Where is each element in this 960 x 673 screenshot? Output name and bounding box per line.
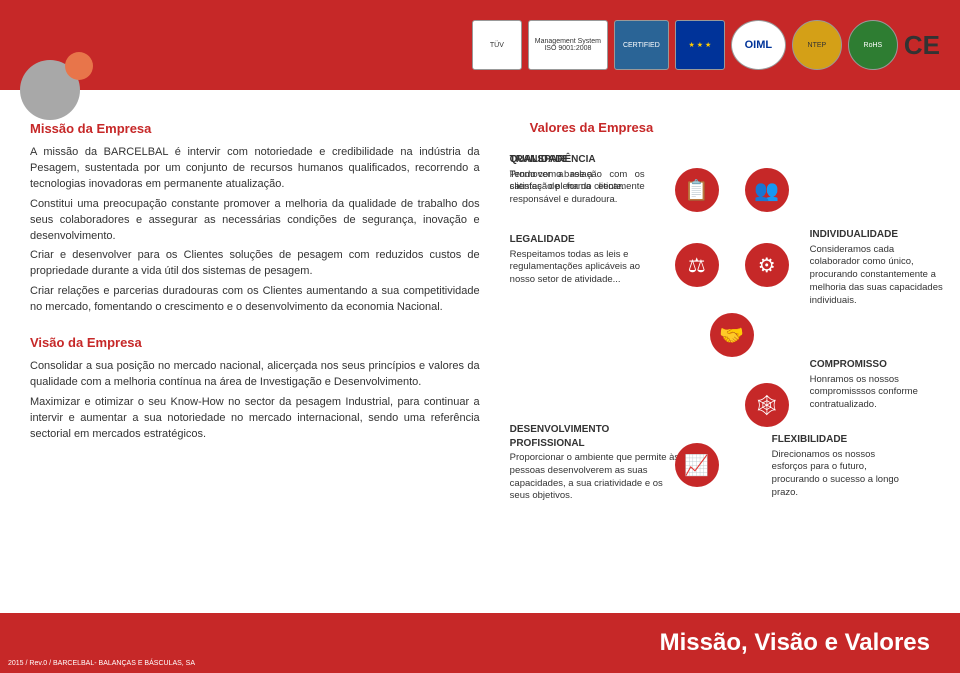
value-text: Honramos os nossos compromisssos conform…	[810, 374, 945, 412]
visao-section: Visão da Empresa Consolidar a sua posiçã…	[30, 334, 480, 443]
icon-cluster: 📋 👥 ⚖ ⚙ 🤝 🕸 📈	[665, 158, 805, 518]
document-icon: 📋	[675, 168, 719, 212]
value-compromisso: COMPROMISSO Honramos os nossos compromis…	[810, 358, 945, 412]
missao-p3: Criar e desenvolver para os Clientes sol…	[30, 248, 480, 280]
logo-circle-orange	[65, 52, 93, 80]
badge-rohs: RoHS	[848, 20, 898, 70]
badge-tuv: TÜV	[472, 20, 522, 70]
visao-title: Visão da Empresa	[30, 334, 480, 353]
missao-p4: Criar relações e parcerias duradouras co…	[30, 284, 480, 316]
badge-oiml: OIML	[731, 20, 786, 70]
visao-p1: Consolidar a sua posição no mercado naci…	[30, 359, 480, 391]
footer-bar: Missão, Visão e Valores 2015 / Rev.0 / B…	[0, 613, 960, 673]
scales-icon: ⚖	[675, 243, 719, 287]
missao-p2: Constitui uma preocupação constante prom…	[30, 197, 480, 245]
value-transparencia: TRANSPARÊNCIA Promover a relação com os …	[510, 153, 645, 207]
value-legalidade: LEGALIDADE Respeitamos todas as leis e r…	[510, 233, 660, 287]
footer-title: Missão, Visão e Valores	[660, 629, 930, 657]
badge-iso: Management System ISO 9001:2008	[528, 20, 608, 70]
value-title: COMPROMISSO	[810, 358, 945, 372]
value-text: Respeitamos todas as leis e regulamentaç…	[510, 249, 660, 287]
handshake-icon: 🤝	[710, 313, 754, 357]
left-column: Missão da Empresa A missão da BARCELBAL …	[30, 120, 480, 533]
people-icon: 👥	[745, 168, 789, 212]
value-title: DESENVOLVIMENTO PROFISSIONAL	[510, 423, 680, 450]
value-text: Consideramos cada colaborador como único…	[810, 244, 945, 308]
missao-p1: A missão da BARCELBAL é intervir com not…	[30, 145, 480, 193]
badge-ntep: NTEP	[792, 20, 842, 70]
main-content: Missão da Empresa A missão da BARCELBAL …	[0, 90, 960, 533]
value-text: Promover a relação com os clientes de fo…	[510, 169, 645, 207]
values-grid: QUALIDADE Tendo como base a satisfação p…	[510, 153, 930, 533]
valores-title: Valores da Empresa	[510, 120, 930, 135]
value-title: TRANSPARÊNCIA	[510, 153, 645, 167]
value-desenvolvimento: DESENVOLVIMENTO PROFISSIONAL Proporciona…	[510, 423, 680, 503]
value-title: LEGALIDADE	[510, 233, 660, 247]
missao-title: Missão da Empresa	[30, 120, 480, 139]
network-icon: 🕸	[745, 383, 789, 427]
value-text: Proporcionar o ambiente que permite às p…	[510, 452, 680, 503]
visao-p2: Maximizar e otimizar o seu Know-How no s…	[30, 395, 480, 443]
header-bar: TÜV Management System ISO 9001:2008 CERT…	[0, 0, 960, 90]
badge-eu: ★ ★ ★	[675, 20, 725, 70]
footer-note: 2015 / Rev.0 / BARCELBAL- BALANÇAS E BÁS…	[8, 660, 195, 667]
value-title: INDIVIDUALIDADE	[810, 228, 945, 242]
value-individualidade: INDIVIDUALIDADE Consideramos cada colabo…	[810, 228, 945, 308]
badge-ce: CE	[904, 30, 940, 61]
badge-certified: CERTIFIED	[614, 20, 669, 70]
chart-icon: 📈	[675, 443, 719, 487]
logo-circle-red	[88, 40, 106, 58]
right-column: Valores da Empresa QUALIDADE Tendo como …	[510, 120, 930, 533]
gears-icon: ⚙	[745, 243, 789, 287]
